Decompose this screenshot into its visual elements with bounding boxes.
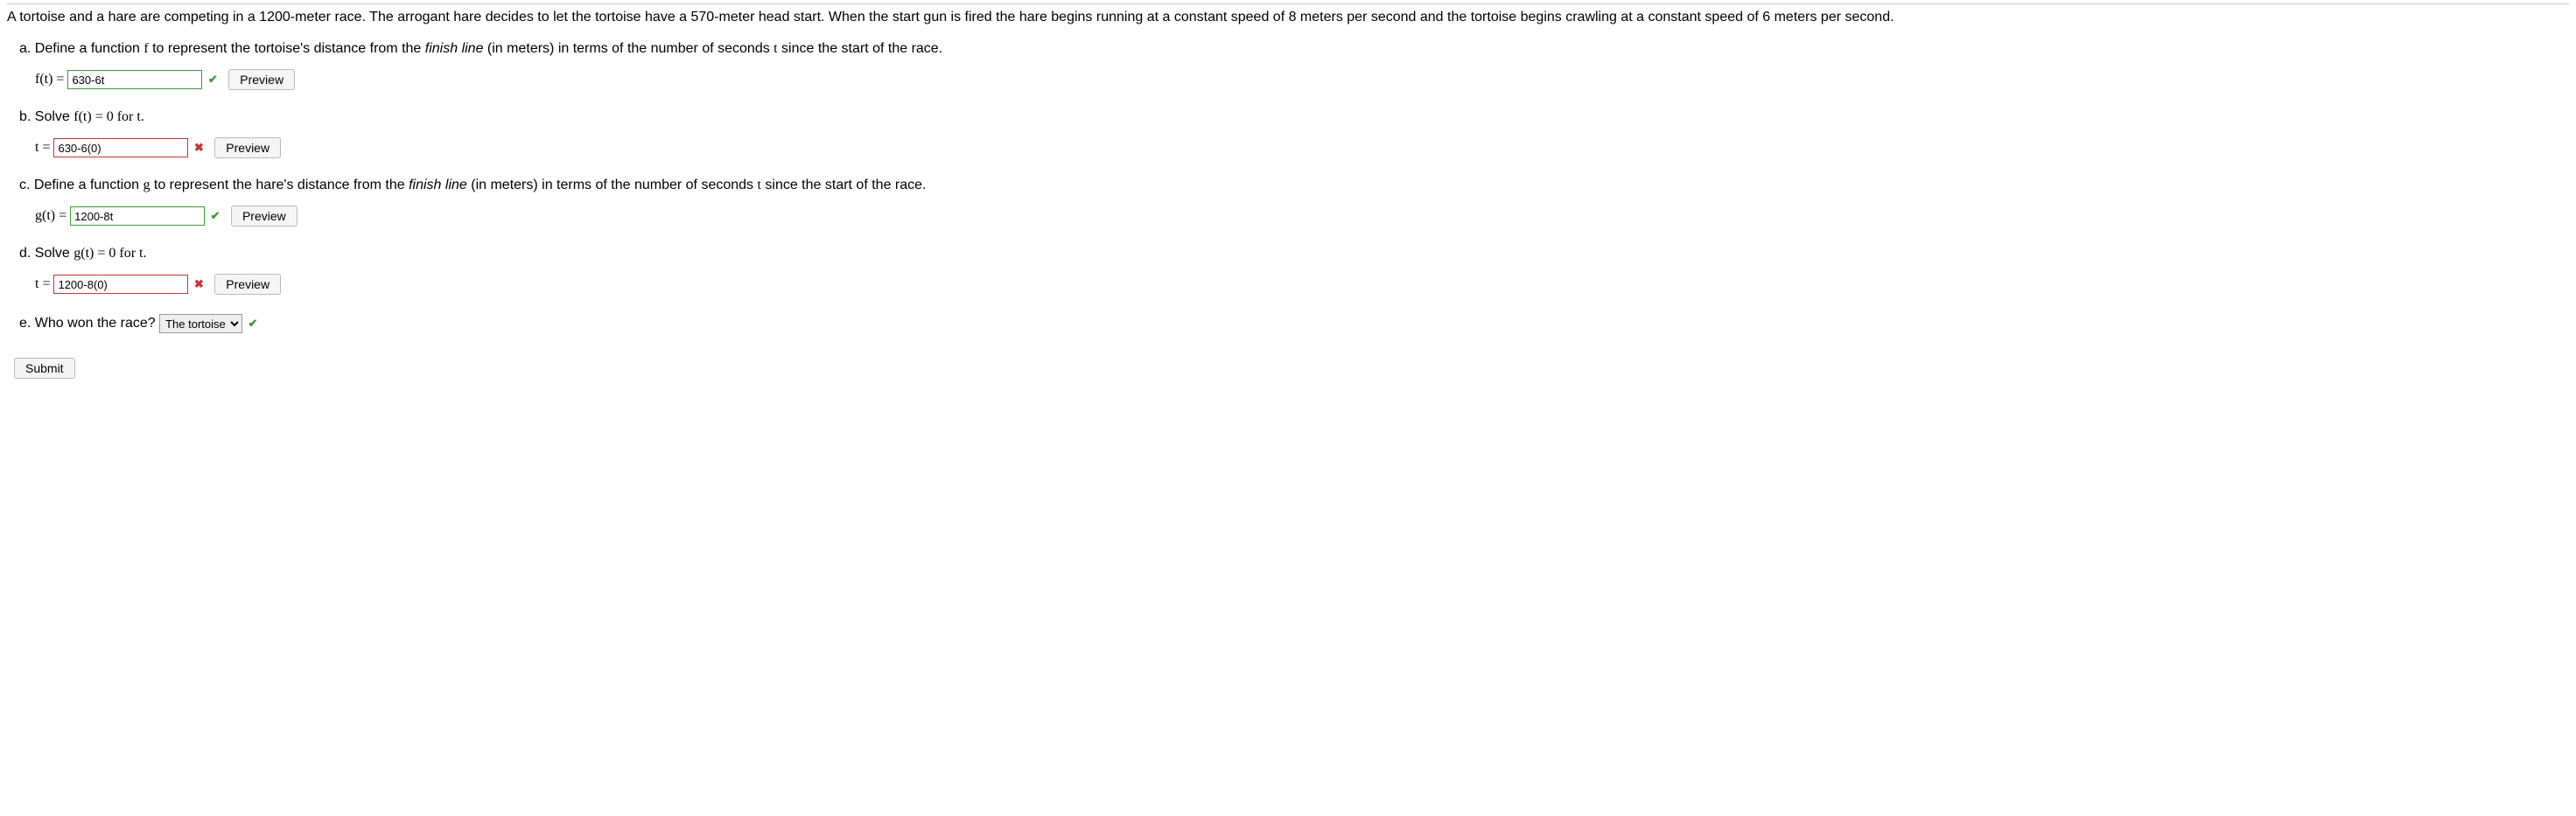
part-c-finish: finish line bbox=[409, 178, 467, 192]
part-a-label: a. bbox=[19, 41, 31, 56]
cross-icon: ✖ bbox=[194, 141, 204, 155]
part-a-finish: finish line bbox=[425, 41, 484, 56]
part-a-text2: to represent the tortoise's distance fro… bbox=[149, 41, 425, 56]
part-c-text1: Define a function bbox=[34, 178, 144, 192]
check-icon: ✔ bbox=[248, 317, 258, 331]
part-b-input[interactable] bbox=[53, 138, 188, 157]
part-c-lhs: g(t) = bbox=[35, 209, 70, 224]
part-e-text: Who won the race? bbox=[35, 317, 156, 331]
part-b-text1: Solve bbox=[35, 109, 74, 124]
preview-button[interactable]: Preview bbox=[231, 206, 298, 227]
part-c-label: c. bbox=[19, 178, 30, 192]
part-a-text3: (in meters) in terms of the number of se… bbox=[483, 41, 774, 56]
part-a-text1: Define a function bbox=[35, 41, 144, 56]
submit-button[interactable]: Submit bbox=[14, 358, 75, 379]
part-a-text4: since the start of the race. bbox=[778, 41, 943, 56]
part-a-lhs: f(t) = bbox=[35, 73, 67, 87]
problem-intro: A tortoise and a hare are competing in a… bbox=[7, 8, 2569, 27]
part-d-input[interactable] bbox=[53, 275, 188, 294]
part-b-expr: f(t) = 0 bbox=[74, 109, 113, 124]
part-d-label: d. bbox=[19, 246, 31, 261]
part-c-text4: since the start of the race. bbox=[761, 178, 927, 192]
part-b: b. Solve f(t) = 0 for t. t = ✖ Preview bbox=[19, 109, 2569, 158]
preview-button[interactable]: Preview bbox=[214, 274, 281, 295]
part-a: a. Define a function f to represent the … bbox=[19, 41, 2569, 90]
part-b-lhs: t = bbox=[35, 141, 53, 156]
part-c: c. Define a function g to represent the … bbox=[19, 178, 2569, 227]
part-e-label: e. bbox=[19, 317, 31, 331]
part-c-input[interactable] bbox=[70, 206, 205, 226]
preview-button[interactable]: Preview bbox=[214, 137, 281, 158]
part-d-text1: Solve bbox=[35, 246, 74, 261]
part-a-input[interactable] bbox=[67, 70, 202, 89]
part-d-lhs: t = bbox=[35, 277, 53, 292]
part-b-label: b. bbox=[19, 109, 31, 124]
part-c-text3: (in meters) in terms of the number of se… bbox=[467, 178, 758, 192]
part-c-text2: to represent the hare's distance from th… bbox=[150, 178, 409, 192]
part-d-text2: for t. bbox=[116, 246, 146, 261]
part-b-text2: for t. bbox=[114, 109, 144, 124]
preview-button[interactable]: Preview bbox=[228, 69, 295, 90]
part-e-select[interactable]: The tortoise bbox=[159, 314, 242, 333]
check-icon: ✔ bbox=[211, 209, 220, 223]
part-d: d. Solve g(t) = 0 for t. t = ✖ Preview bbox=[19, 246, 2569, 295]
check-icon: ✔ bbox=[208, 73, 218, 87]
cross-icon: ✖ bbox=[194, 277, 204, 291]
part-d-expr: g(t) = 0 bbox=[74, 246, 116, 261]
part-e: e. Who won the race? The tortoise ✔ bbox=[19, 314, 2569, 333]
